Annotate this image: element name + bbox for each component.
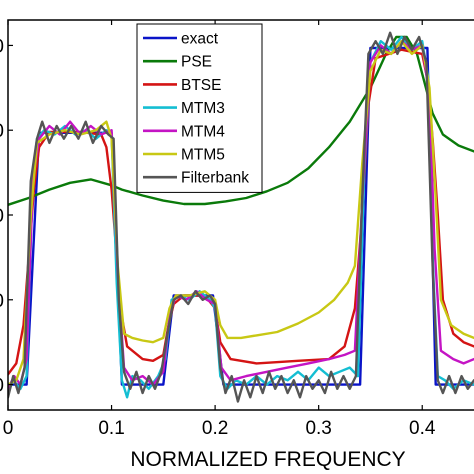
plot-area (8, 31, 474, 403)
y-tick-label: 0 (0, 206, 4, 227)
legend-label: exact (181, 31, 219, 48)
x-tick-label: 0 (3, 418, 14, 439)
legend-label: PSE (181, 54, 212, 71)
legend-label: MTM3 (181, 100, 225, 117)
y-tick-label: 0 (0, 36, 4, 57)
y-tick-label: 0 (0, 376, 4, 397)
legend-label: MTM5 (181, 147, 225, 164)
x-axis-title: NORMALIZED FREQUENCY (130, 448, 405, 471)
legend-label: Filterbank (181, 170, 249, 187)
y-tick-label: 0 (0, 291, 4, 312)
x-tick-label: 0.2 (202, 418, 228, 439)
series-line-filterbank (8, 31, 474, 403)
legend-label: BTSE (181, 77, 221, 94)
legend-label: MTM4 (181, 123, 225, 140)
series-line-mtm5 (8, 40, 474, 386)
y-tick-label: 0 (0, 121, 4, 142)
x-tick-label: 0.3 (305, 418, 331, 439)
axes: 0 0.1 0.2 0.3 0.4 0 0 0 0 0 NORMALIZED FREQUENCY (0, 19, 474, 471)
x-tick-label: 0.1 (98, 418, 124, 439)
x-tick-label: 0.4 (409, 418, 436, 439)
legend: exact PSE BTSE MTM3 MTM4 MTM5 Filterbank (136, 23, 263, 193)
